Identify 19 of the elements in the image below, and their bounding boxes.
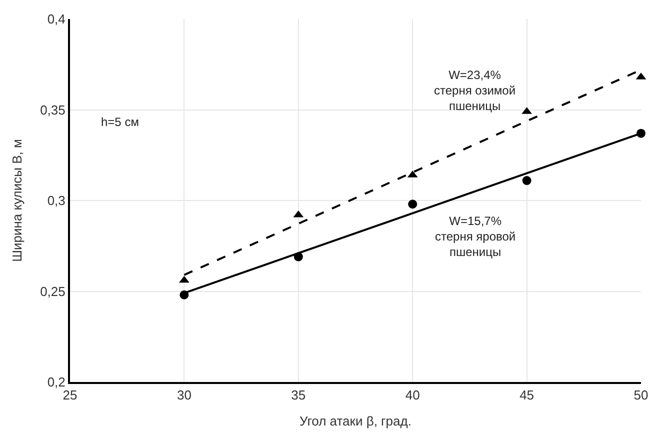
y-axis-title: Ширина кулисы В, м [10,139,25,262]
point [522,176,532,186]
y-tick-label: 0,2 [47,374,66,390]
point [179,276,190,283]
annotation: h=5 см [101,115,139,129]
x-axis-title: Угол атаки β, град. [300,414,412,429]
y-tick-label: 0,25 [40,284,66,299]
y-tick-label: 0,3 [47,193,66,208]
annotation: W=23,4% стерня озимой пшеницы [434,68,516,114]
x-tick-label: 45 [520,388,534,403]
x-tick-label: 30 [176,388,192,403]
y-tick-label: 0,35 [40,102,66,118]
annotation: W=15,7% стерня яровой пшеницы [435,214,516,260]
point [408,200,418,209]
x-tick-label: 35 [291,388,306,403]
x-tick-label: 50 [634,388,648,403]
x-tick-label: 25 [62,388,78,403]
y-tick-label: 0,4 [47,12,66,27]
x-tick-label: 40 [405,388,420,403]
